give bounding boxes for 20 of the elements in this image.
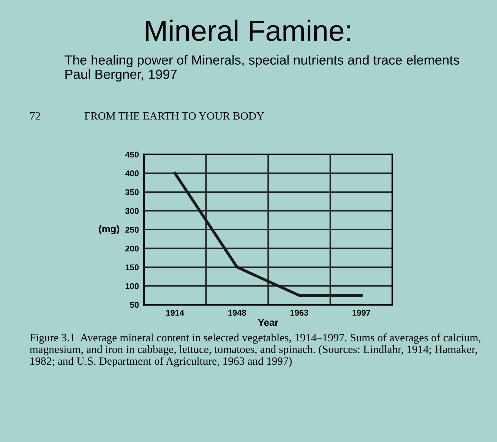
y-tick-label: 200 [126,246,139,252]
y-tick-label: 100 [126,283,139,290]
chart-subtitle: The healing power of Minerals, special nutrients and trace elements Paul Bergner, 1997 [64,55,460,82]
y-tick-label: 50 [130,302,139,308]
text: FROM THE EARTH TO YOUR BODY [84,112,264,120]
x-tick-label: 1948 [228,310,246,316]
chart-title: Mineral Famine: [146,20,350,42]
y-tick-label: 400 [125,170,139,177]
caption: Figure 3.1 Average mineral content in selected vegetables, 1914–1997. Sums of averages of calcium, magnesium, and iron in cabbage, lettuce, tomatoes, and spinach. (Sources: Lindlahr, 1914; Hamaker, 1982; and U.S. Department of Agriculture, 1963 and 1997) [30,334,481,368]
y-tick-label: 450 [125,152,139,158]
x-tick-label: 1997 [352,310,370,316]
y-tick-label: 150 [126,264,139,271]
x-axis-title: Year [258,319,279,326]
y-axis-title: (mg) [99,225,120,234]
y-tick-label: 300 [126,208,139,214]
x-tick-label: 1963 [290,310,308,316]
text: 72 [30,112,40,120]
x-tick-label: 1914 [166,310,184,316]
y-tick-label: 350 [126,189,139,196]
y-tick-label: 250 [126,227,139,233]
